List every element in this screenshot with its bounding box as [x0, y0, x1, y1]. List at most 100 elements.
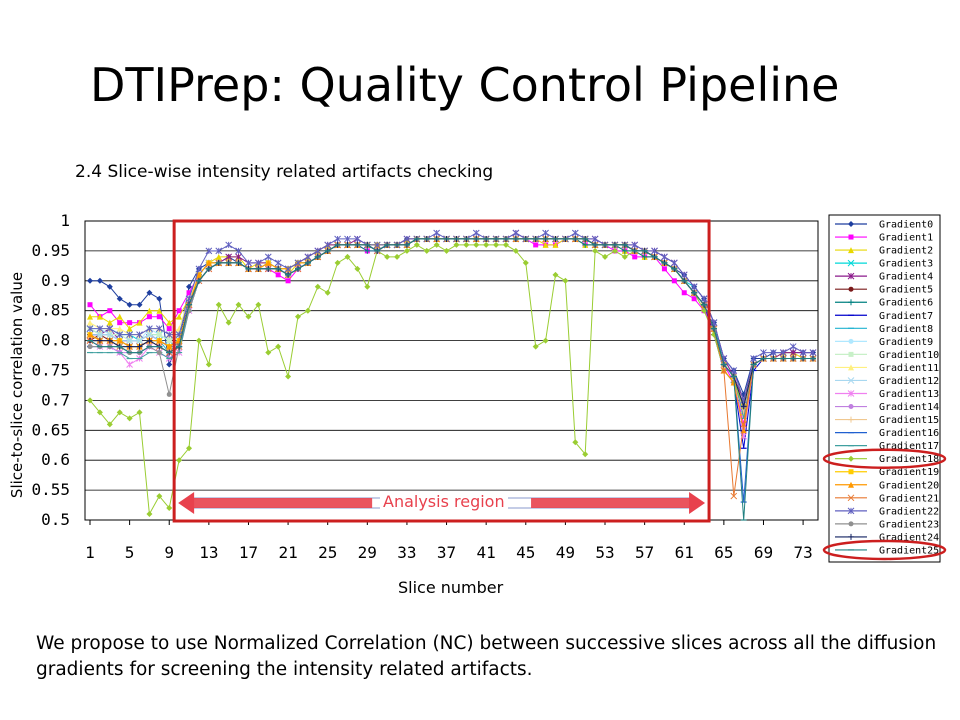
- legend-swatch-marker: [848, 234, 854, 240]
- data-point: [156, 493, 163, 500]
- data-point: [483, 241, 490, 248]
- data-point: [225, 319, 232, 326]
- data-point: [562, 277, 569, 284]
- legend-label: Gradient16: [879, 428, 939, 439]
- data-point: [264, 253, 272, 261]
- legend-item: Gradient20: [835, 480, 939, 491]
- data-point: [670, 259, 678, 267]
- data-point: [285, 373, 292, 380]
- data-point: [502, 241, 509, 248]
- data-point: [96, 337, 103, 344]
- data-point: [86, 325, 94, 332]
- data-point: [354, 265, 361, 272]
- legend-swatch-marker: [848, 521, 854, 527]
- series-line: [89, 238, 813, 521]
- data-point: [106, 421, 113, 428]
- legend-swatch-marker: [848, 469, 854, 475]
- data-point: [195, 337, 202, 344]
- data-point: [314, 247, 322, 255]
- x-tick-label: 45: [516, 543, 535, 562]
- data-point: [344, 253, 351, 260]
- data-point: [146, 314, 152, 320]
- data-point: [116, 295, 123, 302]
- legend-item: Gradient6: [835, 298, 933, 309]
- data-point: [740, 420, 748, 428]
- data-point: [127, 320, 133, 326]
- data-point: [779, 349, 787, 356]
- data-point: [789, 343, 797, 350]
- data-point: [116, 409, 123, 416]
- data-point: [136, 319, 143, 326]
- x-axis-label: Slice number: [398, 578, 504, 597]
- legend-swatch-marker: [847, 494, 855, 502]
- data-point: [126, 331, 133, 338]
- data-point: [235, 253, 242, 261]
- legend-label: Gradient24: [879, 532, 939, 543]
- data-point: [789, 349, 797, 356]
- data-point: [245, 259, 252, 267]
- y-tick-label: 0.85: [31, 301, 70, 320]
- data-point: [126, 325, 133, 332]
- data-point: [106, 331, 114, 338]
- data-point: [512, 247, 519, 254]
- data-point: [155, 325, 163, 332]
- y-tick-label: 0.7: [41, 390, 70, 409]
- data-point: [294, 313, 301, 320]
- data-point: [225, 241, 233, 249]
- legend-item: Gradient5: [835, 285, 933, 296]
- legend-swatch-marker: [848, 351, 854, 357]
- legend-item: Gradient19: [835, 467, 939, 478]
- legend-item: Gradient14: [835, 402, 939, 413]
- data-point: [265, 349, 272, 356]
- x-tick-label: 73: [793, 543, 812, 562]
- legend-item: Gradient10: [835, 350, 939, 361]
- data-point: [512, 229, 520, 237]
- data-point: [146, 307, 153, 314]
- data-point: [106, 319, 113, 326]
- data-point: [87, 277, 93, 284]
- legend-item: Gradient16: [835, 428, 939, 439]
- data-point: [146, 289, 153, 296]
- x-tick-label: 33: [397, 543, 416, 562]
- x-tick-label: 1: [85, 543, 95, 562]
- data-point: [87, 344, 93, 350]
- legend-item: Gradient15: [835, 415, 939, 426]
- legend-swatch-marker: [848, 338, 854, 344]
- data-point: [403, 247, 410, 254]
- data-point: [799, 349, 807, 356]
- data-point: [235, 301, 242, 308]
- data-point: [354, 235, 361, 243]
- data-point: [413, 241, 420, 248]
- data-point: [364, 283, 371, 290]
- data-point: [96, 409, 103, 416]
- data-point: [195, 265, 203, 273]
- data-point: [542, 241, 549, 248]
- data-point: [532, 343, 539, 350]
- data-point: [116, 313, 123, 320]
- data-point: [176, 308, 182, 314]
- x-tick-label: 49: [556, 543, 575, 562]
- data-point: [255, 301, 262, 308]
- legend-swatch-marker: [848, 481, 854, 488]
- data-point: [205, 247, 213, 255]
- data-point: [294, 259, 302, 267]
- data-point: [493, 241, 500, 248]
- legend-swatch-marker: [848, 416, 854, 423]
- data-point: [205, 259, 212, 266]
- data-point: [166, 326, 172, 332]
- data-point: [166, 505, 173, 512]
- analysis-arrow-right-head: [689, 492, 706, 514]
- data-point: [641, 253, 648, 260]
- data-point: [156, 332, 162, 338]
- data-point: [433, 241, 440, 248]
- data-point: [156, 307, 163, 314]
- data-point: [542, 229, 549, 237]
- legend-swatch-marker: [847, 259, 855, 267]
- legend-swatch-marker: [848, 299, 854, 306]
- data-point: [166, 319, 173, 326]
- data-point: [700, 295, 708, 303]
- legend-item: Gradient13: [835, 389, 939, 400]
- data-point: [126, 361, 133, 368]
- legend-item: Gradient8: [835, 324, 933, 335]
- legend-swatch-marker: [848, 455, 854, 462]
